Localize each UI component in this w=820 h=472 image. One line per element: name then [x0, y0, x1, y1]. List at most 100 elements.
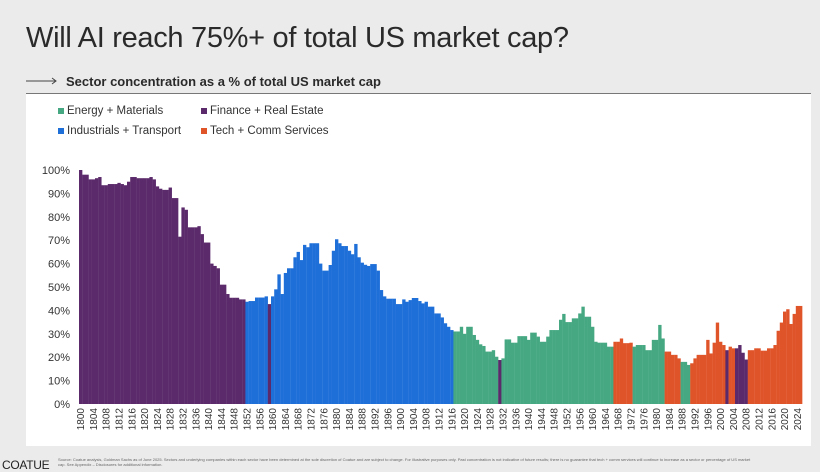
- arrow-right-icon: [26, 77, 57, 85]
- bar-1988: [680, 361, 684, 404]
- bar-2006: [738, 345, 742, 404]
- bar-1923: [472, 334, 476, 404]
- x-tick-label: 1936: [511, 408, 522, 431]
- bar-1899: [395, 304, 400, 404]
- bar-1961: [594, 341, 598, 404]
- bar-1884: [347, 250, 352, 404]
- x-tick-label: 1984: [665, 408, 676, 431]
- bar-1828: [168, 187, 172, 404]
- x-tick-label: 1916: [447, 408, 458, 431]
- bar-1917: [453, 331, 457, 404]
- coatue-logo: COATUE: [2, 458, 50, 472]
- x-tick-label: 1980: [652, 408, 663, 431]
- bar-1883: [344, 246, 348, 404]
- bar-1911: [434, 313, 438, 404]
- bar-1839: [203, 242, 208, 404]
- bar-1958: [584, 316, 588, 404]
- bar-1901: [402, 299, 406, 404]
- bar-1824: [155, 186, 160, 404]
- bar-1892: [373, 264, 377, 404]
- bar-1849: [235, 297, 240, 404]
- bar-2013: [760, 350, 764, 404]
- x-tick-label: 1884: [345, 408, 356, 431]
- bar-1946: [546, 336, 550, 404]
- bar-1803: [88, 179, 92, 404]
- bar-1810: [111, 184, 115, 404]
- bar-1829: [171, 198, 176, 404]
- y-tick-label: 100%: [42, 165, 70, 177]
- bar-2015: [767, 348, 771, 404]
- bar-1947: [549, 330, 553, 404]
- bar-1980: [655, 339, 659, 404]
- bar-1841: [210, 263, 214, 404]
- bar-1987: [677, 358, 681, 404]
- bar-1856: [258, 297, 262, 404]
- bar-1827: [165, 189, 169, 404]
- bar-1873: [312, 243, 316, 404]
- bar-1951: [562, 313, 566, 404]
- x-tick-label: 1824: [153, 408, 164, 431]
- bar-1843: [216, 268, 220, 404]
- bar-1837: [197, 226, 201, 404]
- y-tick-label: 10%: [48, 376, 70, 388]
- bar-1855: [255, 297, 259, 404]
- bar-1991: [690, 363, 694, 404]
- bar-1953: [568, 322, 572, 404]
- bar-1950: [559, 319, 563, 404]
- bar-1846: [226, 294, 230, 404]
- bar-1880: [335, 239, 339, 404]
- bar-1996: [706, 339, 710, 404]
- bar-1978: [648, 350, 652, 404]
- bar-1904: [411, 298, 416, 404]
- bar-1894: [379, 290, 384, 404]
- bar-1933: [504, 339, 508, 404]
- bar-2023: [792, 313, 796, 404]
- bar-1939: [523, 336, 528, 404]
- bar-1861: [274, 289, 278, 404]
- bar-1871: [306, 247, 310, 404]
- x-tick-label: 1840: [204, 408, 215, 431]
- bar-1942: [533, 332, 537, 404]
- bar-2007: [741, 352, 745, 404]
- x-tick-label: 1832: [179, 408, 190, 431]
- bar-1990: [687, 364, 691, 404]
- x-tick-label: 1836: [191, 408, 202, 431]
- bar-2016: [770, 348, 774, 404]
- y-tick-label: 80%: [48, 212, 70, 224]
- legend-swatch: [58, 108, 64, 114]
- bar-1936: [514, 342, 518, 404]
- bar-1830: [175, 198, 179, 404]
- bar-1897: [389, 298, 393, 404]
- bar-1906: [418, 301, 422, 404]
- bar-1807: [101, 185, 105, 404]
- x-tick-label: 1908: [422, 408, 433, 431]
- x-tick-label: 1952: [563, 408, 574, 431]
- legend-item-energy: Energy + Materials: [58, 105, 163, 117]
- bar-2012: [757, 348, 761, 404]
- x-tick-label: 1860: [268, 408, 279, 431]
- bar-1972: [629, 342, 633, 404]
- bar-1896: [386, 298, 390, 404]
- bar-1805: [95, 178, 99, 404]
- bar-1981: [658, 324, 662, 404]
- bar-1878: [328, 265, 332, 404]
- legend-label: Energy + Materials: [67, 105, 164, 117]
- bar-1844: [219, 284, 224, 404]
- x-tick-label: 1828: [166, 408, 177, 431]
- bar-1907: [421, 303, 425, 404]
- bar-1910: [431, 306, 435, 404]
- bar-1826: [162, 189, 166, 404]
- bar-1927: [485, 351, 489, 404]
- bar-1816: [130, 177, 134, 404]
- x-tick-label: 1988: [678, 408, 689, 431]
- bar-1895: [383, 296, 387, 404]
- x-tick-label: 1900: [396, 408, 407, 431]
- bar-1825: [159, 188, 163, 404]
- bar-1898: [392, 298, 396, 404]
- x-tick-label: 1812: [115, 408, 126, 431]
- bar-1831: [178, 236, 182, 404]
- bar-1931: [498, 360, 502, 404]
- bar-1948: [552, 330, 556, 404]
- x-tick-label: 1844: [217, 408, 228, 431]
- bar-2003: [728, 346, 732, 404]
